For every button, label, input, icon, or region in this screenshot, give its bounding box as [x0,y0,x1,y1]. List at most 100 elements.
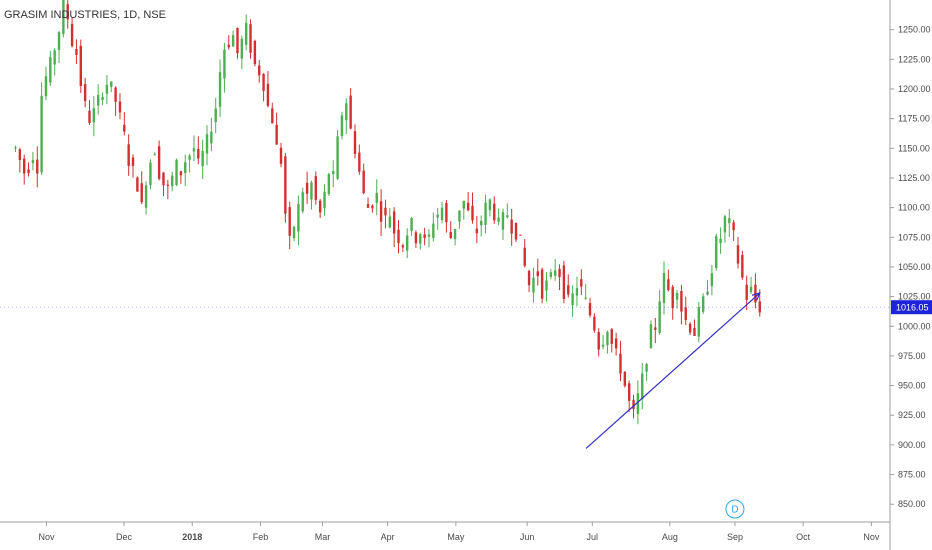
candle-body [593,316,596,331]
candle-body [388,216,392,228]
trendline [585,292,761,449]
chart-title: GRASIM INDUSTRIES, 1D, NSE [4,9,166,21]
candle-body [175,159,178,185]
candle-body [458,210,461,222]
candle-body [275,124,278,145]
price-tick-label: 850.00 [898,499,926,509]
candle-body [641,373,644,400]
time-axis[interactable]: Nov Dec 2018 Feb Mar Apr May Jun Jul Aug Sep Oct Nov [0,521,890,542]
candle-body [397,229,400,244]
price-tick-label: 875.00 [898,470,926,480]
candle-body [140,183,143,203]
candles-layer [14,0,761,425]
candle-body [671,286,674,309]
candle-body [567,285,570,295]
candle-body [210,131,213,144]
candle-body [688,323,692,333]
candle-body [166,184,170,186]
time-tick-label: Oct [796,532,811,542]
candle-body [223,49,226,79]
candle-body [401,245,405,248]
candle-body [62,0,65,34]
candle-body [40,95,43,173]
trendline-arrowhead [751,292,761,301]
candle-body [345,103,348,121]
candle-body [227,44,230,48]
candle-body [632,399,635,410]
candle-body [70,23,74,47]
candle-body [110,81,113,87]
candle-body [710,273,714,287]
candle-body [14,147,17,149]
candle-body [83,84,87,102]
candle-body [627,383,631,401]
price-tick-label: 1000.00 [898,321,931,331]
candle-body [549,272,553,277]
price-tick-label: 1250.00 [898,25,931,35]
candle-body [536,271,539,277]
price-tick-label: 1025.00 [898,292,931,302]
candle-body [519,234,522,236]
candle-body [192,148,196,152]
candle-body [449,231,452,239]
candle-body [127,144,130,166]
candle-body [571,293,574,306]
candle-body [310,182,313,200]
price-tick-label: 1100.00 [898,203,930,213]
candle-body [297,203,300,232]
candle-body [131,157,135,166]
time-tick-label: Sep [727,532,743,542]
candle-body [353,131,357,154]
candle-body [144,185,148,208]
candle-body [749,286,753,293]
candle-body [384,207,387,216]
candle-body [23,158,26,174]
candle-body [471,205,474,221]
candle-body [493,203,496,221]
candle-body [601,344,605,347]
candle-body [732,222,735,231]
candle-body [53,50,56,65]
candle-body [288,207,291,236]
candle-body [332,170,335,175]
candle-body [157,146,161,179]
candle-body [715,236,718,269]
candle-body [545,280,548,291]
candle-body [523,247,526,266]
time-tick-label: Nov [39,532,56,542]
candle-body [323,191,326,209]
candle-body [231,35,235,47]
candle-body [445,202,448,223]
candle-body [432,223,435,238]
candle-body [684,307,687,321]
time-tick-label: Feb [253,532,269,542]
candle-body [480,220,483,226]
candle-body [484,202,487,225]
candle-body [741,254,744,278]
candle-body [649,324,653,348]
candle-body [101,96,104,100]
candle-body [675,292,679,300]
candle-body [66,4,69,20]
price-tick-label: 950.00 [898,381,926,391]
candle-body [375,192,378,203]
candle-body [645,364,648,372]
candle-body [510,219,513,234]
candle-body [619,353,622,374]
candle-body [36,159,39,174]
candle-body [31,159,35,164]
candle-body [266,83,270,106]
candle-body [436,214,439,218]
candle-body [736,245,740,264]
candle-body [162,172,165,186]
candle-body [379,201,383,222]
candle-body [96,94,100,106]
candle-body [514,222,518,240]
candle-body [580,279,583,287]
price-tick-label: 1150.00 [898,143,930,153]
candle-body [553,270,557,276]
time-tick-label: 2018 [182,532,202,542]
candle-body [57,32,61,50]
